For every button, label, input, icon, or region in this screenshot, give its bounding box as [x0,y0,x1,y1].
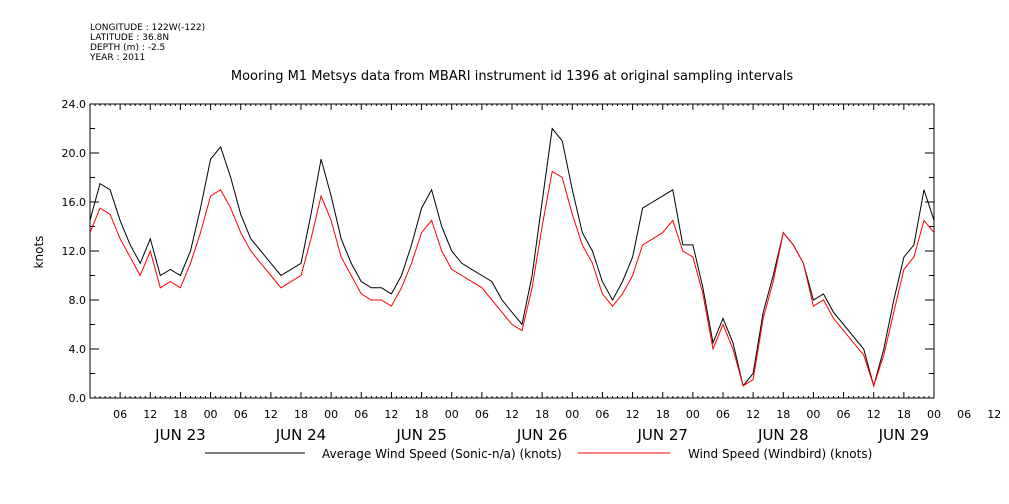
y-tick-label: 4.0 [69,343,87,356]
series-lines [89,127,935,388]
x-tick-label: 18 [656,408,670,421]
y-tick-label: 12.0 [62,245,87,258]
latitude-label: LATITUDE : 36.8N [90,33,169,43]
x-tick-label: 06 [837,408,851,421]
plot-frame [89,103,935,399]
x-day-label: JUN 23 [154,426,205,444]
x-tick-label: 00 [806,408,820,421]
x-tick-label: 00 [686,408,700,421]
x-tick-label: 12 [867,408,881,421]
x-tick-label: 12 [143,408,157,421]
y-tick-label: 24.0 [62,98,87,111]
x-tick-label: 06 [957,408,971,421]
depth-label: DEPTH (m) : -2.5 [90,43,165,53]
x-tick-label: 12 [746,408,760,421]
y-axis-title: knots [32,236,46,269]
legend-label-average-wind-speed: Average Wind Speed (Sonic-n/a) (knots) [322,447,562,461]
x-tick-label: 18 [415,408,429,421]
axis-ticks [89,103,935,399]
x-day-label: JUN 24 [275,426,326,444]
x-day-labels: JUN 23 JUN 24 JUN 25 JUN 26 JUN 27 JUN 28 JUN … [154,426,929,444]
chart-title: Mooring M1 Metsys data from MBARI instru… [231,69,793,84]
x-day-label: JUN 28 [757,426,808,444]
x-tick-label: 00 [324,408,338,421]
y-tick-label: 8.0 [69,294,87,307]
x-tick-label: 06 [234,408,248,421]
x-day-label: JUN 26 [516,426,567,444]
y-tick-label: 16.0 [62,196,87,209]
x-tick-label: 00 [927,408,941,421]
x-tick-label: 18 [173,408,187,421]
x-tick-label: 18 [897,408,911,421]
x-tick-label: 12 [987,408,1001,421]
x-tick-label: 00 [204,408,218,421]
series-windbird-wind-speed-line [89,170,935,388]
x-tick-label: 18 [535,408,549,421]
x-tick-label: 00 [445,408,459,421]
x-day-label: JUN 27 [636,426,687,444]
year-label: YEAR : 2011 [89,53,145,63]
x-tick-label: 06 [475,408,489,421]
y-tick-label: 20.0 [62,147,87,160]
series-average-wind-speed-line [89,127,935,388]
y-tick-labels: 0.0 4.0 8.0 12.0 16.0 20.0 24.0 [62,98,87,405]
x-day-label: JUN 29 [878,426,929,444]
x-tick-labels: 06 12 18 00 06 12 18 00 06 12 18 00 06 12 18 00 06 12 18 00… [113,408,1001,421]
x-tick-label: 12 [384,408,398,421]
x-tick-label: 12 [264,408,278,421]
x-tick-label: 12 [626,408,640,421]
x-tick-label: 18 [776,408,790,421]
x-tick-label: 00 [565,408,579,421]
x-tick-label: 06 [113,408,127,421]
longitude-label: LONGITUDE : 122W(-122) [90,23,205,33]
x-tick-label: 18 [294,408,308,421]
y-tick-label: 0.0 [69,392,87,405]
x-day-label: JUN 25 [395,426,446,444]
x-tick-label: 06 [716,408,730,421]
legend: Average Wind Speed (Sonic-n/a) (knots) W… [205,447,872,461]
legend-label-windbird-wind-speed: Wind Speed (Windbird) (knots) [688,447,872,461]
x-tick-label: 12 [505,408,519,421]
x-tick-label: 06 [595,408,609,421]
x-tick-label: 06 [354,408,368,421]
